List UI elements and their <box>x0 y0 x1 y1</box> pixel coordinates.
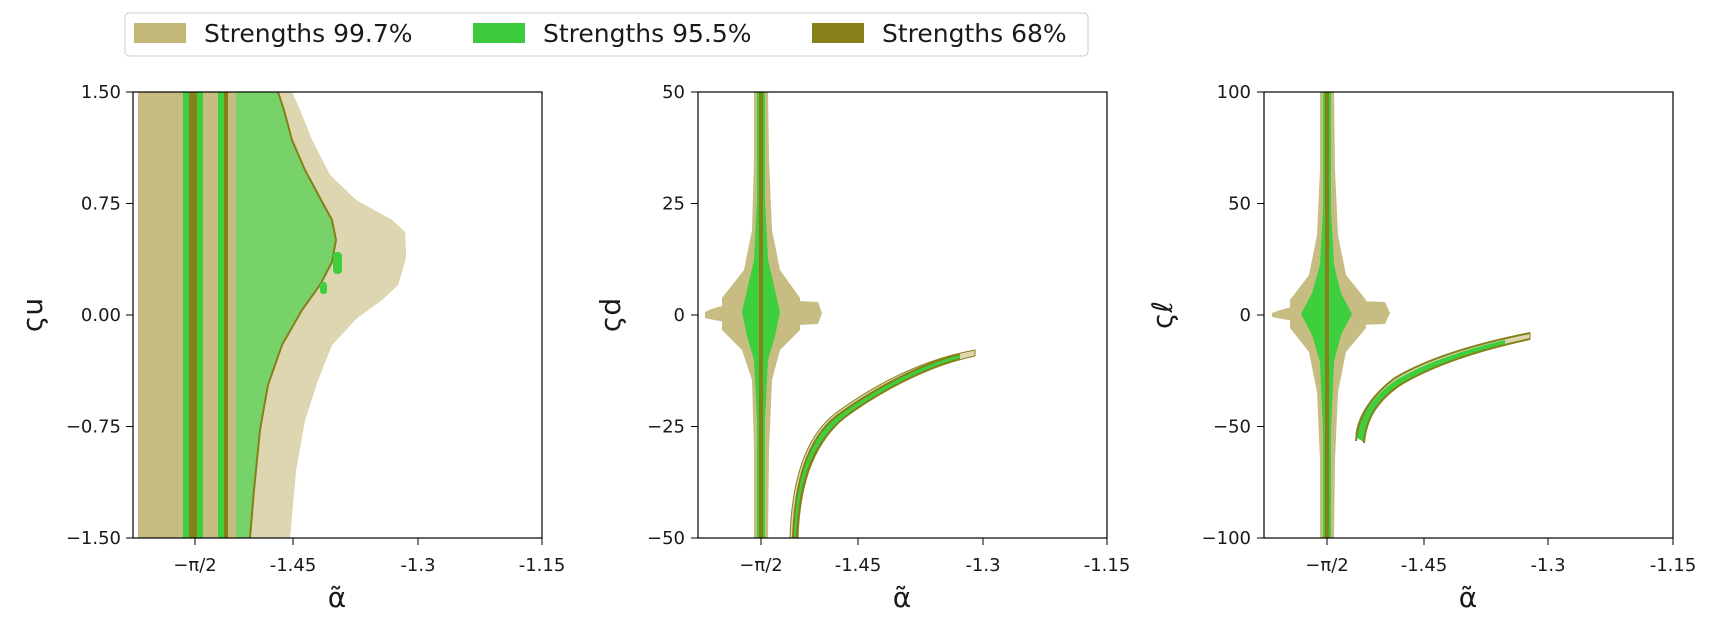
y-tick-label-p0-0: 1.50 <box>81 82 121 103</box>
x-axis-label-p0: α̃ <box>328 581 346 614</box>
y-tick-label-p2-0: 100 <box>1217 82 1251 103</box>
y-tick-label-p0-4: −1.50 <box>66 528 121 549</box>
region-955-band-a-p0 <box>183 92 189 538</box>
x-axis-label-p1: α̃ <box>893 581 911 614</box>
x-tick-label-p1-0: −π/2 <box>739 555 782 576</box>
legend-label-955: Strengths 95.5% <box>543 19 752 48</box>
region-955-branch-p2 <box>1357 340 1505 442</box>
y-tick-label-p2-3: −50 <box>1213 417 1251 438</box>
x-tick-label-p0-3: -1.15 <box>519 555 566 576</box>
x-tick-label-p0-0: −π/2 <box>173 555 216 576</box>
y-tick-label-p1-4: −50 <box>647 528 685 549</box>
x-tick-label-p1-3: -1.15 <box>1084 555 1131 576</box>
region-68-edge-p0 <box>249 92 338 538</box>
x-tick-label-p0-2: -1.3 <box>400 555 435 576</box>
region-955-speckle-a-p0 <box>333 252 342 274</box>
y-axis-label-p2: ςℓ <box>1146 301 1179 329</box>
panel-zeta-l: 100 50 0 −50 −100 −π/2 -1.45 -1.3 -1.15 … <box>1146 82 1696 614</box>
region-955-speckle-b-p0 <box>320 282 327 294</box>
y-tick-label-p0-2: 0.00 <box>81 305 121 326</box>
x-tick-label-p1-2: -1.3 <box>965 555 1000 576</box>
legend-label-997: Strengths 99.7% <box>204 19 413 48</box>
x-tick-label-p1-1: -1.45 <box>835 555 882 576</box>
region-955-band-b-p0 <box>197 92 203 538</box>
x-tick-label-p0-1: -1.45 <box>270 555 317 576</box>
region-955-band-c-p0 <box>218 92 226 538</box>
panel-zeta-u: 1.50 0.75 0.00 −0.75 −1.50 −π/2 -1.45 -1… <box>16 82 565 614</box>
y-tick-label-p1-0: 50 <box>662 82 685 103</box>
legend-swatch-997 <box>134 23 186 43</box>
panel-zeta-u-regions <box>138 92 406 538</box>
y-tick-label-p1-2: 0 <box>674 305 685 326</box>
region-68-branch-edge-p2 <box>1355 332 1531 442</box>
legend-swatch-955 <box>473 23 525 43</box>
y-tick-label-p0-1: 0.75 <box>81 194 121 215</box>
x-tick-label-p2-2: -1.3 <box>1530 555 1565 576</box>
x-axis-label-p2: α̃ <box>1459 581 1477 614</box>
panel-zeta-l-regions <box>1272 92 1531 538</box>
legend-label-68: Strengths 68% <box>882 19 1067 48</box>
y-tick-label-p0-3: −0.75 <box>66 417 121 438</box>
x-tick-label-p2-1: -1.45 <box>1401 555 1448 576</box>
y-tick-label-p2-1: 50 <box>1228 194 1251 215</box>
legend: Strengths 99.7% Strengths 95.5% Strength… <box>124 12 1089 57</box>
y-tick-label-p1-1: 25 <box>662 194 685 215</box>
y-axis-label-p0: ςu <box>16 298 49 332</box>
y-axis-label-p1: ςd <box>594 298 627 332</box>
panel-zeta-d: 50 25 0 −25 −50 −π/2 -1.45 -1.3 -1.15 α̃… <box>594 82 1130 614</box>
region-955-p0 <box>236 92 336 538</box>
region-68-spike-p1 <box>759 92 763 538</box>
region-68-band-b-p0 <box>224 92 228 538</box>
panel-zeta-d-regions <box>705 92 976 538</box>
y-tick-label-p1-3: −25 <box>647 417 685 438</box>
region-68-branch-edge2-p2 <box>1363 338 1531 444</box>
region-68-spike-p2 <box>1325 92 1329 538</box>
y-tick-label-p2-2: 0 <box>1240 305 1251 326</box>
y-tick-label-p2-4: −100 <box>1202 528 1251 549</box>
region-68-branch-edge-p1 <box>792 353 961 538</box>
region-68-band-a-p0 <box>189 92 197 538</box>
x-tick-label-p2-3: -1.15 <box>1650 555 1697 576</box>
region-955-branch-p1 <box>793 354 960 538</box>
region-68-branch-edge2-p1 <box>796 358 961 538</box>
legend-swatch-68 <box>812 23 864 43</box>
x-tick-label-p2-0: −π/2 <box>1305 555 1348 576</box>
